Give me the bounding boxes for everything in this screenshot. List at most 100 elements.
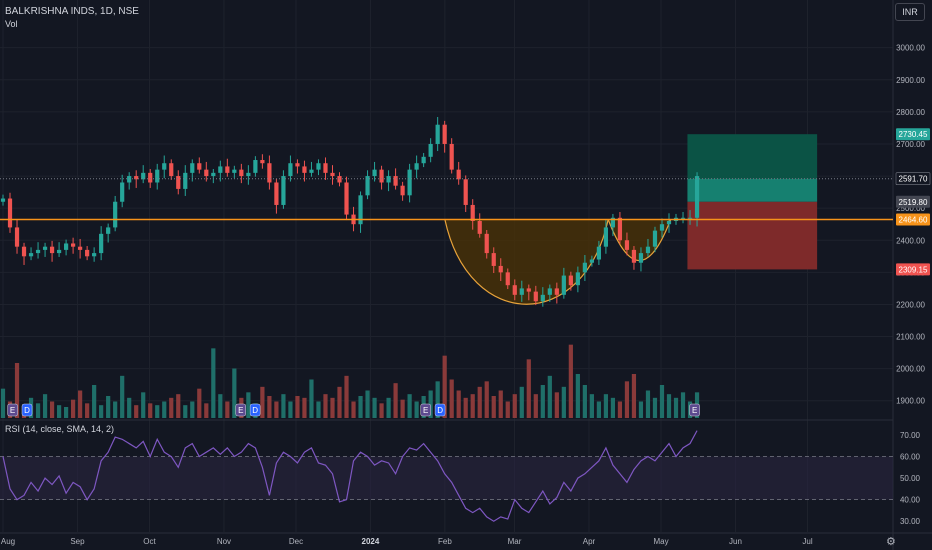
candle-body	[42, 246, 48, 250]
volume-bar	[42, 394, 48, 418]
y-tick-label: 2700.00	[896, 140, 925, 149]
earnings-marker[interactable]: D	[249, 403, 261, 417]
candle-body	[414, 163, 419, 170]
volume-bar	[0, 388, 6, 418]
candle-body	[225, 166, 230, 173]
candle-body	[134, 176, 139, 180]
volume-bar	[554, 392, 559, 418]
candle-body	[260, 160, 265, 164]
earnings-marker[interactable]: D	[434, 403, 446, 417]
candle-body	[498, 265, 503, 273]
volume-bars	[0, 344, 700, 418]
candle-body	[0, 198, 6, 202]
candle-body	[316, 163, 321, 170]
x-tick-label: Dec	[289, 537, 303, 546]
candle-body	[141, 172, 146, 180]
candle-body	[596, 246, 601, 260]
candle-body	[232, 169, 237, 173]
candle-body	[148, 172, 153, 183]
candle-body	[533, 291, 538, 302]
volume-bar	[169, 397, 174, 418]
volume-bar	[456, 390, 461, 418]
earnings-marker[interactable]: E	[689, 403, 700, 417]
x-tick-label: May	[653, 537, 668, 546]
volume-bar	[582, 385, 587, 418]
volume-bar	[624, 381, 630, 418]
candle-body	[687, 217, 693, 219]
candle-body	[14, 227, 20, 247]
candle-body	[35, 249, 41, 254]
volume-bar	[568, 344, 573, 418]
volume-bar	[393, 383, 398, 418]
volume-bar	[638, 401, 644, 418]
gear-icon[interactable]: ⚙	[886, 536, 896, 548]
candle-body	[407, 169, 412, 196]
price-tag-box	[896, 195, 930, 208]
candle-body	[218, 166, 223, 173]
volume-bar	[575, 374, 580, 418]
volume-bar	[337, 386, 342, 418]
candles	[0, 117, 700, 307]
earnings-marker[interactable]: E	[7, 403, 18, 417]
x-tick-label: Feb	[438, 537, 452, 546]
volume-bar	[134, 405, 139, 418]
price-tag: 2464.60	[896, 213, 930, 226]
earnings-marker-label: E	[423, 406, 428, 415]
volume-bar	[155, 405, 160, 418]
volume-bar	[274, 401, 279, 418]
currency-button[interactable]: INR	[895, 3, 925, 21]
earnings-marker-label: D	[437, 406, 443, 415]
y-tick-label: 2400.00	[896, 236, 925, 245]
volume-bar	[617, 401, 623, 418]
volume-bar	[71, 399, 76, 418]
stop-zone	[687, 201, 818, 270]
price-tag-label: 2730.45	[899, 130, 928, 139]
volume-bar	[113, 401, 118, 418]
rsi-line	[2, 430, 698, 522]
candle-body	[470, 204, 475, 221]
candle-body	[491, 253, 496, 266]
volume-bar	[666, 394, 672, 418]
x-tick-label: 2024	[362, 537, 380, 546]
volume-bar	[56, 405, 62, 418]
volume-bar	[295, 396, 300, 418]
volume-bar	[351, 401, 356, 418]
candle-body	[379, 169, 384, 183]
earnings-marker[interactable]: E	[235, 403, 247, 417]
volume-bar	[14, 363, 20, 418]
time-axis[interactable]: Aug Sep Oct Nov Dec 2024 Feb Mar Apr May Jun Jul	[0, 532, 932, 546]
candle-body	[568, 275, 573, 286]
candle-body	[295, 163, 300, 167]
candle-body	[56, 249, 62, 254]
earnings-marker-label: E	[238, 406, 243, 415]
x-tick-label: Oct	[143, 537, 156, 546]
candle-body	[645, 246, 651, 254]
volume-bar	[596, 401, 601, 418]
volume-bar	[323, 394, 328, 418]
earnings-marker-box	[21, 403, 33, 417]
earnings-marker[interactable]: E	[420, 403, 431, 417]
candle-body	[617, 217, 623, 241]
volume-bar	[659, 385, 665, 418]
y-tick-label: 2800.00	[896, 108, 925, 117]
volume-bar	[141, 392, 146, 418]
volume-bar	[148, 403, 153, 418]
price-tag-box	[896, 128, 930, 141]
volume-bar	[92, 385, 97, 418]
volume-bar	[316, 401, 321, 418]
candle-body	[267, 163, 272, 183]
candle-body	[603, 227, 609, 247]
candle-body	[421, 156, 426, 164]
volume-bar	[526, 359, 531, 418]
candle-body	[106, 227, 111, 234]
earnings-marker[interactable]: D	[21, 403, 33, 417]
candle-body	[610, 217, 616, 228]
candle-body	[386, 176, 391, 183]
candle-body	[365, 176, 370, 196]
candle-body	[309, 169, 314, 173]
candle-body	[253, 160, 258, 173]
price-tag-box	[895, 172, 931, 186]
target-zone	[687, 134, 818, 179]
